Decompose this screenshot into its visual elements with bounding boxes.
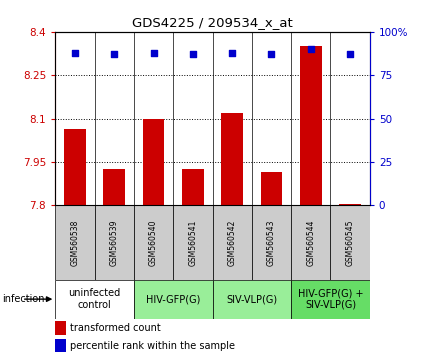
Bar (134, 205, 173, 280)
Bar (261, 172, 282, 205)
Text: transformed count: transformed count (70, 323, 161, 333)
Text: GSM560540: GSM560540 (149, 219, 158, 266)
Bar (221, 113, 243, 205)
Text: GSM560541: GSM560541 (188, 219, 197, 266)
Point (347, 52, 354, 57)
Point (268, 52, 275, 57)
Bar (212, 280, 291, 319)
Bar (103, 169, 125, 205)
Text: SIV-VLP(G): SIV-VLP(G) (226, 294, 278, 304)
Text: GSM560538: GSM560538 (71, 219, 79, 266)
Bar (55, 205, 94, 280)
Text: GSM560539: GSM560539 (110, 219, 119, 266)
Point (307, 46, 314, 52)
Bar (55, 321, 66, 335)
Bar (134, 280, 212, 319)
Text: GSM560544: GSM560544 (306, 219, 315, 266)
Point (150, 50, 157, 56)
Text: GSM560542: GSM560542 (228, 219, 237, 266)
Bar (252, 205, 291, 280)
Bar (291, 280, 370, 319)
Bar (212, 205, 252, 280)
Bar (173, 205, 212, 280)
Point (111, 52, 118, 57)
Bar (64, 129, 86, 205)
Text: infection: infection (2, 294, 45, 304)
Bar (182, 169, 204, 205)
Bar (94, 205, 134, 280)
Title: GDS4225 / 209534_x_at: GDS4225 / 209534_x_at (132, 16, 293, 29)
Point (190, 52, 196, 57)
Bar (143, 119, 164, 205)
Text: uninfected
control: uninfected control (68, 288, 121, 310)
Bar (55, 339, 66, 352)
Bar (331, 205, 370, 280)
Text: HIV-GFP(G): HIV-GFP(G) (146, 294, 200, 304)
Point (71, 50, 78, 56)
Bar (55, 280, 134, 319)
Bar (291, 205, 331, 280)
Bar (339, 204, 361, 205)
Text: GSM560545: GSM560545 (346, 219, 354, 266)
Point (229, 50, 235, 56)
Text: GSM560543: GSM560543 (267, 219, 276, 266)
Bar (300, 46, 322, 205)
Text: percentile rank within the sample: percentile rank within the sample (70, 341, 235, 351)
Text: HIV-GFP(G) +
SIV-VLP(G): HIV-GFP(G) + SIV-VLP(G) (298, 288, 363, 310)
